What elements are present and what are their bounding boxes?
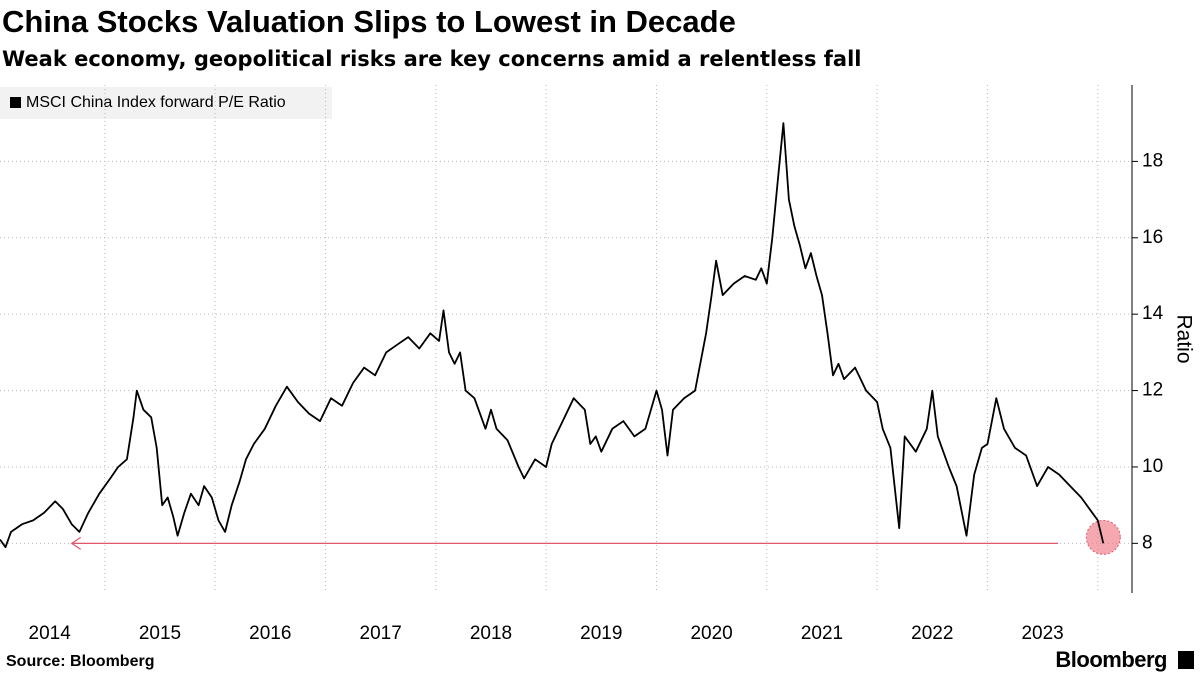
brand-icon <box>1178 651 1194 669</box>
legend-label: MSCI China Index forward P/E Ratio <box>26 94 286 111</box>
chart-title: China Stocks Valuation Slips to Lowest i… <box>2 4 736 39</box>
x-tick-label: 2020 <box>690 623 732 644</box>
highlight-circle <box>1085 519 1121 555</box>
legend-box <box>0 87 332 119</box>
y-axis-label: Ratio <box>1172 314 1195 363</box>
y-tick-label: 14 <box>1142 303 1164 324</box>
x-tick-label: 2017 <box>360 623 402 644</box>
y-tick-label: 10 <box>1142 456 1163 477</box>
y-tick-label: 8 <box>1142 532 1153 553</box>
source: Source: Bloomberg <box>6 653 154 670</box>
legend-swatch <box>10 97 21 108</box>
y-tick-label: 16 <box>1142 227 1163 248</box>
x-tick-label: 2023 <box>1021 623 1063 644</box>
x-tick-label: 2015 <box>139 623 181 644</box>
chart-subtitle: Weak economy, geopolitical risks are key… <box>2 47 862 71</box>
x-tick-label: 2021 <box>801 623 843 644</box>
line <box>0 122 1105 549</box>
brand-logo: Bloomberg <box>1055 647 1167 672</box>
reference-arrow <box>70 536 1059 550</box>
y-tick-label: 18 <box>1142 150 1163 171</box>
x-tick-label: 2016 <box>249 623 291 644</box>
x-tick-label: 2018 <box>470 623 512 644</box>
y-tick-label: 12 <box>1142 380 1163 401</box>
x-tick-label: 2014 <box>29 623 72 644</box>
x-tick-label: 2019 <box>580 623 622 644</box>
x-tick-label: 2022 <box>911 623 953 644</box>
